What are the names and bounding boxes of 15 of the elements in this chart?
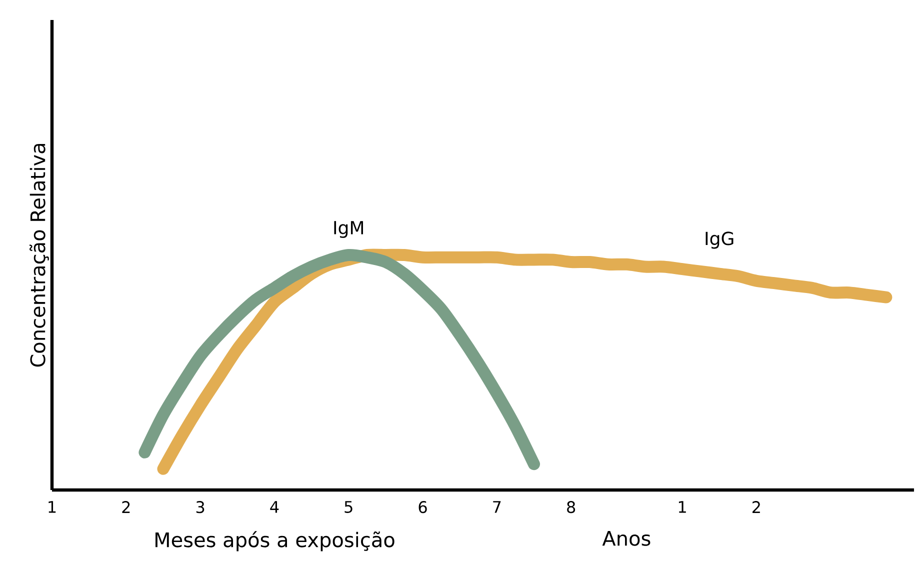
x-tick-label: 5 bbox=[344, 501, 352, 513]
x-tick-label: 3 bbox=[196, 501, 204, 514]
x-tick-label: 6 bbox=[418, 501, 427, 514]
y-axis-title: Concentração Relativa bbox=[30, 144, 49, 367]
x-axis-title: Meses após a exposição bbox=[156, 531, 394, 552]
text: Anos bbox=[602, 531, 650, 546]
x-tick-label: 1 bbox=[678, 501, 686, 513]
x-tick-label: 4 bbox=[270, 501, 279, 513]
x-tick-label: 2 bbox=[122, 501, 130, 513]
x-tick-label: 1 bbox=[48, 501, 56, 513]
series-label: IgG bbox=[706, 232, 734, 249]
series-label: IgM bbox=[334, 221, 363, 238]
x-tick-label: 8 bbox=[567, 501, 576, 514]
x-tick-label: 2 bbox=[752, 501, 760, 513]
x-tick-label: 7 bbox=[493, 501, 501, 513]
